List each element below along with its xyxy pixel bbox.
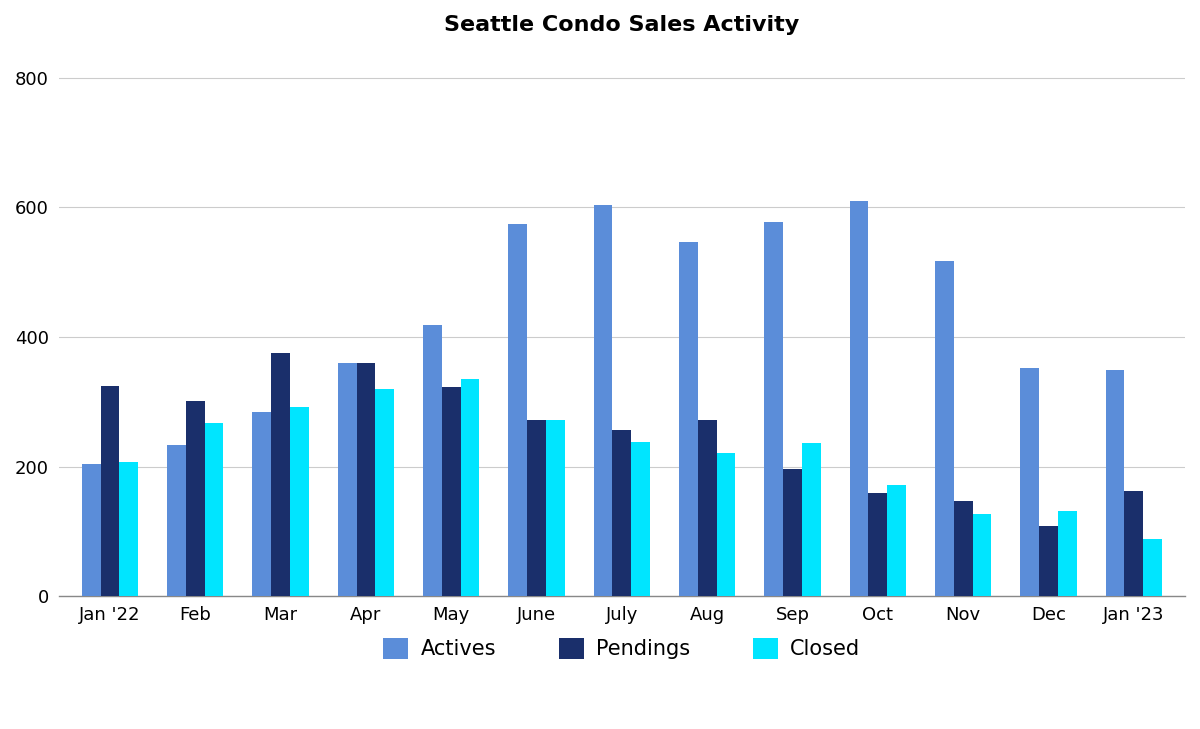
Bar xyxy=(337,363,356,596)
Bar xyxy=(594,205,612,596)
Bar xyxy=(82,464,101,596)
Bar xyxy=(697,420,716,596)
Bar xyxy=(972,514,991,596)
Bar xyxy=(784,469,802,596)
Bar xyxy=(1144,539,1162,596)
Bar xyxy=(1020,368,1039,596)
Bar xyxy=(101,386,119,596)
Bar xyxy=(356,363,376,596)
Bar xyxy=(716,453,736,596)
Bar xyxy=(424,325,442,596)
Bar xyxy=(167,445,186,596)
Bar xyxy=(461,379,479,596)
Bar xyxy=(205,423,223,596)
Bar xyxy=(1058,511,1076,596)
Bar xyxy=(1039,526,1058,596)
Bar xyxy=(527,420,546,596)
Bar xyxy=(186,401,205,596)
Bar xyxy=(376,389,394,596)
Bar xyxy=(631,443,650,596)
Bar xyxy=(509,225,527,596)
Title: Seattle Condo Sales Activity: Seattle Condo Sales Activity xyxy=(444,15,799,35)
Bar xyxy=(290,407,308,596)
Bar xyxy=(271,354,290,596)
Bar xyxy=(764,222,784,596)
Bar xyxy=(119,462,138,596)
Bar xyxy=(935,260,954,596)
Bar xyxy=(887,485,906,596)
Legend: Actives, Pendings, Closed: Actives, Pendings, Closed xyxy=(374,629,869,668)
Bar xyxy=(1105,370,1124,596)
Bar xyxy=(869,493,887,596)
Bar xyxy=(546,420,565,596)
Bar xyxy=(679,243,697,596)
Bar xyxy=(442,387,461,596)
Bar xyxy=(802,443,821,596)
Bar xyxy=(954,501,972,596)
Bar xyxy=(1124,491,1144,596)
Bar xyxy=(612,430,631,596)
Bar xyxy=(850,201,869,596)
Bar xyxy=(252,412,271,596)
